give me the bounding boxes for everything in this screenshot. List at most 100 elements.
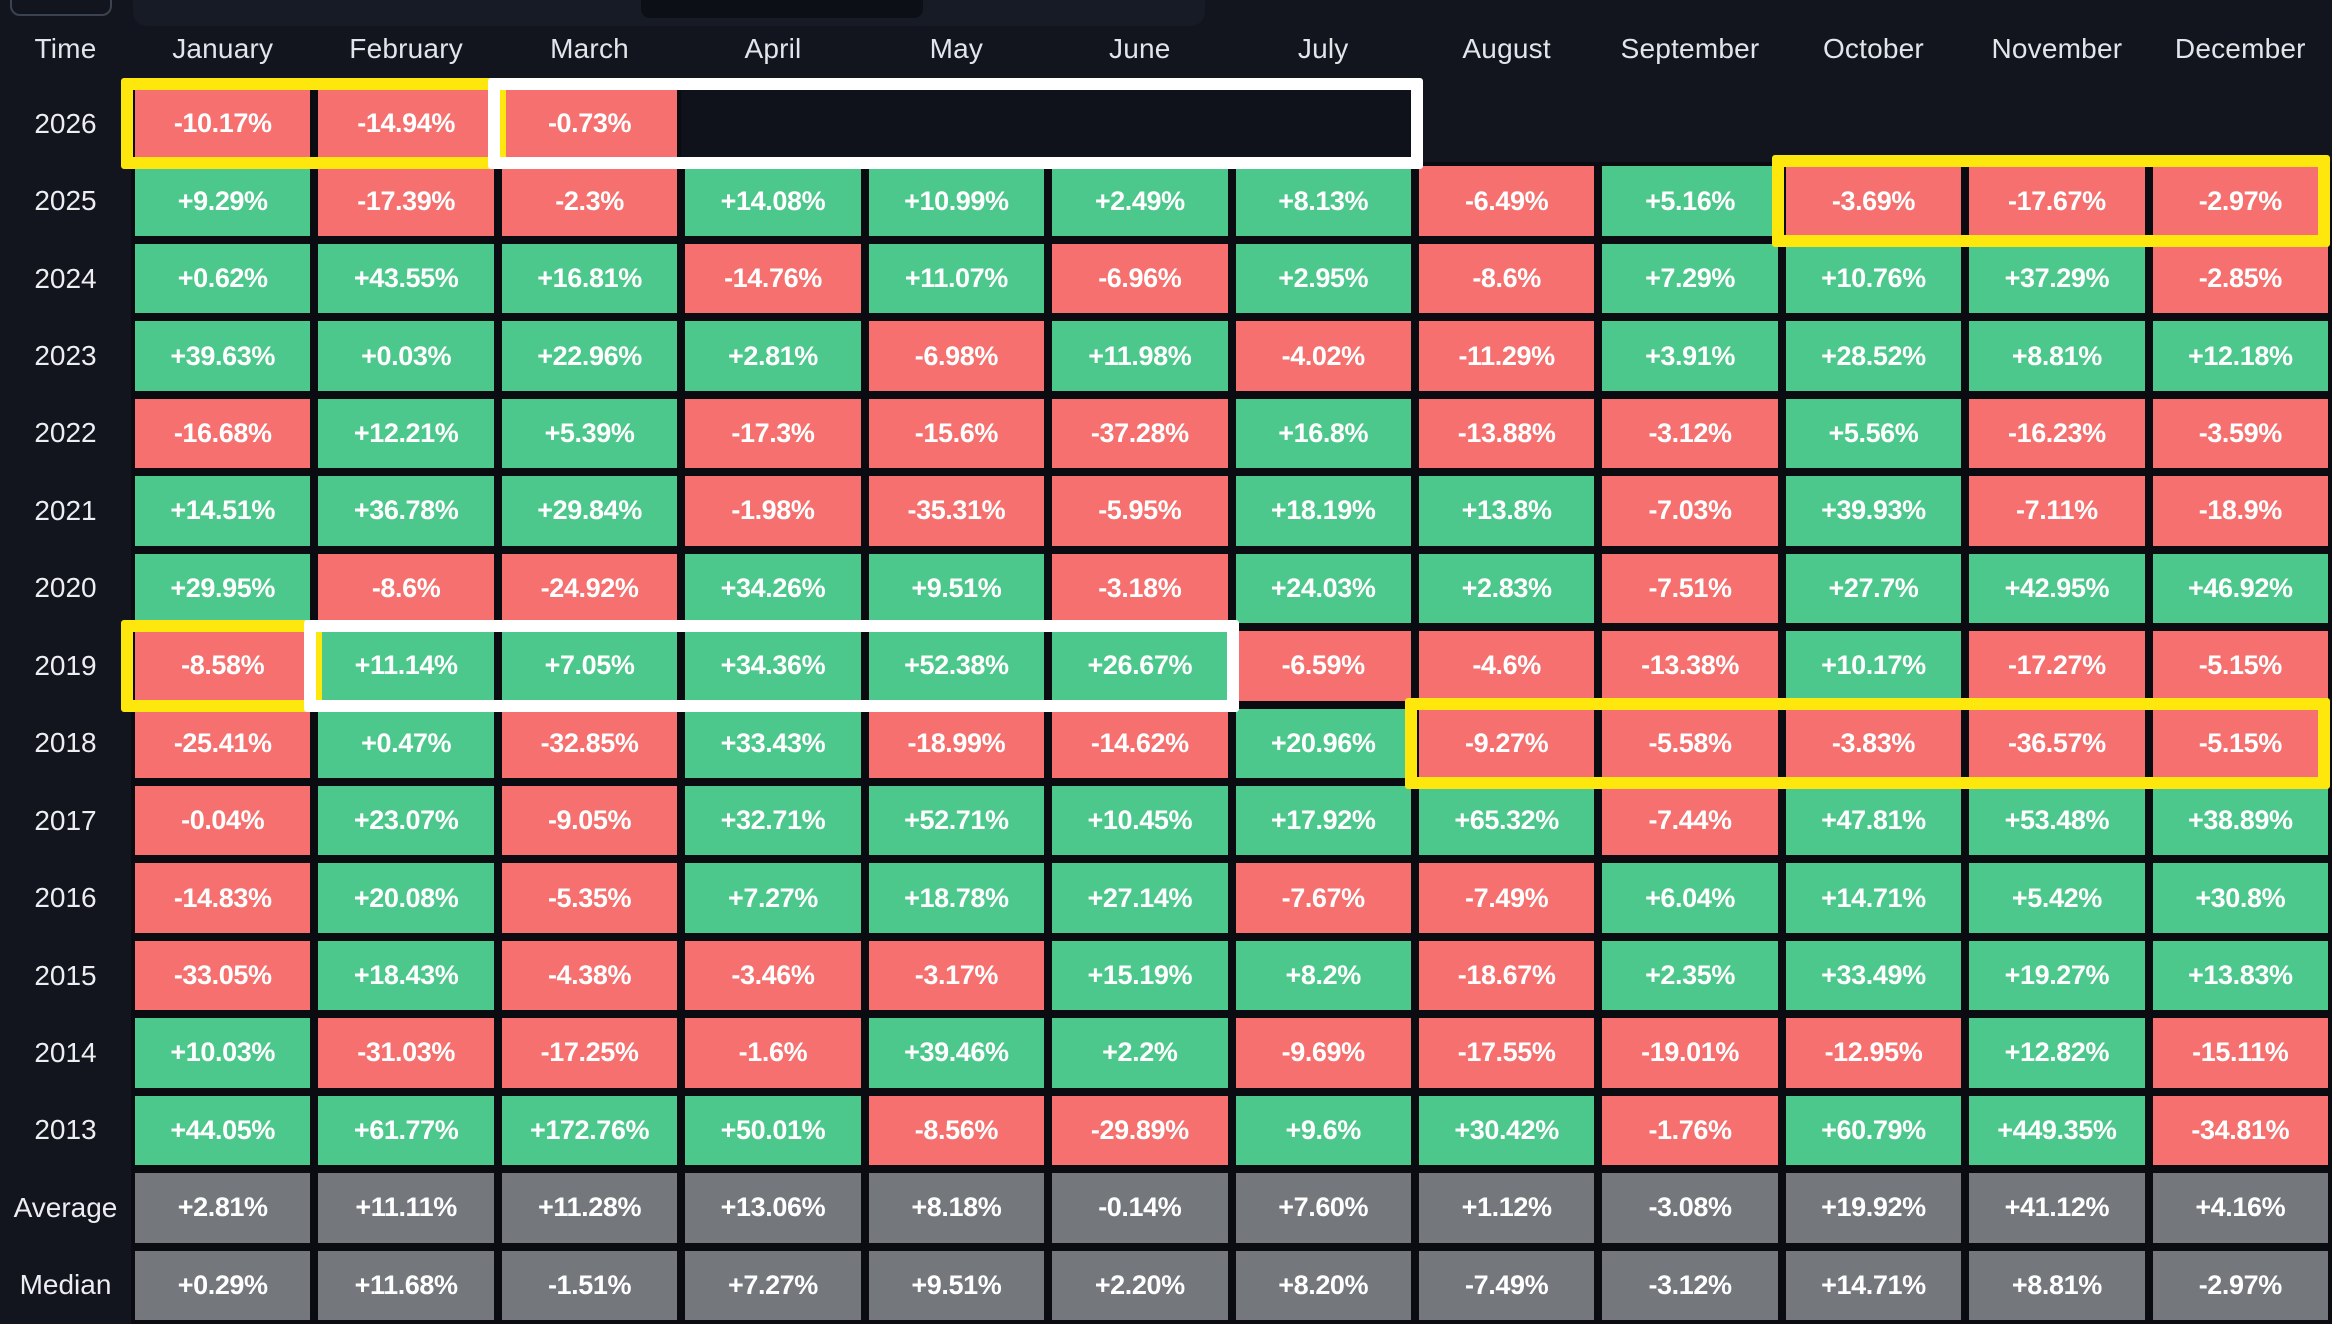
cell-2015-may: -3.17% — [864, 936, 1049, 1015]
row-label-median: Median — [19, 1269, 112, 1301]
cell-2020-january: +29.95% — [131, 549, 315, 628]
cell-2022-may: -15.6% — [864, 394, 1049, 473]
cell-2013-september: -1.76% — [1598, 1091, 1782, 1170]
column-header-november: November — [1991, 32, 2123, 64]
cell-2026-august — [1415, 85, 1598, 162]
cell-median-november: +8.81% — [1965, 1246, 2149, 1324]
cell-2023-november: +8.81% — [1965, 317, 2149, 395]
cell-2017-july: +17.92% — [1231, 781, 1415, 860]
cell-2020-august: +2.83% — [1414, 549, 1599, 628]
cell-2023-december: +12.18% — [2148, 317, 2332, 395]
cell-2018-october: -3.83% — [1781, 704, 1966, 782]
cell-average-november: +41.12% — [1965, 1169, 2149, 1247]
cell-2022-april: -17.3% — [681, 394, 865, 473]
cell-2014-october: -12.95% — [1781, 1014, 1966, 1092]
top-left-button-partial — [10, 0, 112, 16]
cell-median-september: -3.12% — [1598, 1246, 1782, 1324]
cell-2023-june: +11.98% — [1048, 317, 1232, 395]
cell-2026-june — [1048, 85, 1231, 162]
cell-2013-august: +30.42% — [1414, 1091, 1599, 1170]
cell-2022-february: +12.21% — [314, 394, 498, 473]
cell-2025-february: -17.39% — [314, 162, 498, 240]
cell-2016-march: -5.35% — [497, 859, 682, 937]
cell-2015-august: -18.67% — [1414, 936, 1599, 1015]
cell-2014-february: -31.03% — [314, 1014, 498, 1092]
cell-2016-september: +6.04% — [1598, 859, 1782, 937]
cell-2026-january: -10.17% — [131, 85, 315, 163]
row-label-2014: 2014 — [34, 1036, 97, 1068]
cell-median-may: +9.51% — [864, 1246, 1049, 1324]
row-label-2019: 2019 — [34, 649, 97, 681]
cell-2017-may: +52.71% — [864, 781, 1049, 860]
cell-2025-may: +10.99% — [864, 162, 1049, 240]
cell-2023-may: -6.98% — [864, 317, 1049, 395]
cell-2021-august: +13.8% — [1414, 472, 1599, 550]
cell-2026-february: -14.94% — [314, 85, 498, 163]
cell-2023-march: +22.96% — [497, 317, 682, 395]
cell-2026-october — [1782, 85, 1965, 162]
cell-2014-march: -17.25% — [497, 1014, 682, 1092]
cell-2016-december: +30.8% — [2148, 859, 2332, 937]
cell-2022-january: -16.68% — [131, 394, 315, 473]
corner-header: Time — [34, 32, 97, 64]
active-tab-partial — [641, 0, 923, 18]
column-header-march: March — [550, 32, 629, 64]
row-label-2025: 2025 — [34, 185, 97, 217]
cell-average-july: +7.60% — [1231, 1169, 1415, 1247]
row-label-2021: 2021 — [34, 494, 97, 526]
cell-2019-october: +10.17% — [1781, 627, 1966, 705]
cell-2025-january: +9.29% — [131, 162, 315, 240]
column-header-september: September — [1620, 32, 1760, 64]
cell-average-september: -3.08% — [1598, 1169, 1782, 1247]
cell-2019-september: -13.38% — [1598, 627, 1782, 705]
cell-2023-october: +28.52% — [1781, 317, 1966, 395]
cell-2017-november: +53.48% — [1965, 781, 2149, 860]
cell-average-february: +11.11% — [314, 1169, 498, 1247]
cell-2018-september: -5.58% — [1598, 704, 1782, 782]
cell-2021-may: -35.31% — [864, 472, 1049, 550]
cell-2013-january: +44.05% — [131, 1091, 315, 1170]
row-label-2020: 2020 — [34, 572, 97, 604]
cell-2020-february: -8.6% — [314, 549, 498, 628]
cell-2024-september: +7.29% — [1598, 239, 1782, 318]
cell-2023-january: +39.63% — [131, 317, 315, 395]
cell-2017-december: +38.89% — [2148, 781, 2332, 860]
cell-2021-november: -7.11% — [1965, 472, 2149, 550]
cell-2022-june: -37.28% — [1048, 394, 1232, 473]
cell-2017-october: +47.81% — [1781, 781, 1966, 860]
cell-2016-february: +20.08% — [314, 859, 498, 937]
cell-2016-july: -7.67% — [1231, 859, 1415, 937]
cell-median-july: +8.20% — [1231, 1246, 1415, 1324]
cell-2023-april: +2.81% — [681, 317, 865, 395]
cell-2019-march: +7.05% — [497, 627, 682, 705]
cell-2024-july: +2.95% — [1231, 239, 1415, 318]
cell-2018-february: +0.47% — [314, 704, 498, 782]
column-header-october: October — [1822, 32, 1924, 64]
cell-2021-october: +39.93% — [1781, 472, 1966, 550]
cell-2020-may: +9.51% — [864, 549, 1049, 628]
cell-2013-october: +60.79% — [1781, 1091, 1966, 1170]
cell-2015-december: +13.83% — [2148, 936, 2332, 1015]
row-label-2013: 2013 — [34, 1114, 97, 1146]
top-toolbar-partial — [133, 0, 1205, 26]
cell-median-december: -2.97% — [2148, 1246, 2332, 1324]
cell-2020-september: -7.51% — [1598, 549, 1782, 628]
cell-median-april: +7.27% — [681, 1246, 865, 1324]
cell-2026-december — [2149, 85, 2332, 162]
cell-2014-june: +2.2% — [1048, 1014, 1232, 1092]
cell-2024-march: +16.81% — [497, 239, 682, 318]
cell-2018-january: -25.41% — [131, 704, 315, 782]
cell-2026-may — [865, 85, 1048, 162]
row-label-2015: 2015 — [34, 959, 97, 991]
cell-2019-february: +11.14% — [314, 627, 498, 705]
row-label-average: Average — [13, 1191, 118, 1223]
column-header-april: April — [744, 32, 802, 64]
row-label-2016: 2016 — [34, 882, 97, 914]
cell-2013-may: -8.56% — [864, 1091, 1049, 1170]
cell-2017-september: -7.44% — [1598, 781, 1782, 860]
cell-2014-november: +12.82% — [1965, 1014, 2149, 1092]
column-header-may: May — [929, 32, 984, 64]
cell-2013-july: +9.6% — [1231, 1091, 1415, 1170]
column-header-december: December — [2174, 32, 2306, 64]
